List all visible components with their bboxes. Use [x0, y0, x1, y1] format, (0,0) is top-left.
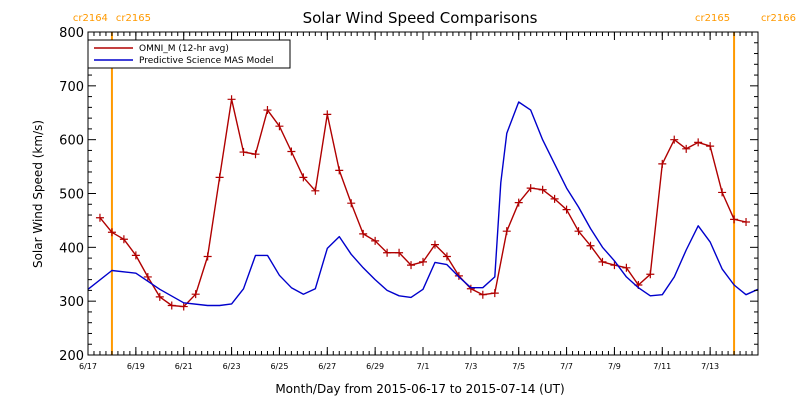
y-axis: 200 300 400 500 600 700 800 — [59, 26, 758, 364]
plot-frame — [87, 31, 759, 356]
omni-data-point — [706, 142, 715, 151]
x-tick-label: 6/17 — [79, 362, 97, 371]
chart-title: Solar Wind Speed Comparisons — [303, 9, 538, 27]
omni-data-point — [95, 213, 104, 222]
omni-data-point — [251, 150, 260, 159]
y-tick-label: 300 — [59, 295, 84, 310]
omni-data-point — [107, 228, 116, 237]
omni-data-point — [694, 138, 703, 147]
omni-data-point — [718, 188, 727, 197]
omni-data-point — [263, 106, 272, 115]
omni-data-point — [574, 227, 583, 236]
carrington-label-right: cr2165 — [116, 13, 151, 24]
omni-data-point — [562, 205, 571, 214]
omni-data-point — [670, 135, 679, 144]
x-tick-label: 6/25 — [270, 362, 288, 371]
omni-data-point — [203, 252, 212, 261]
omni-data-point — [622, 263, 631, 272]
legend-label-omni: OMNI_M (12-hr avg) — [139, 44, 229, 54]
x-axis-label: Month/Day from 2015-06-17 to 2015-07-14 … — [275, 382, 564, 396]
legend-box — [87, 39, 291, 69]
x-tick-label: 6/29 — [366, 362, 384, 371]
omni-data-point — [742, 218, 751, 227]
y-tick-label: 500 — [59, 188, 84, 203]
legend: OMNI_M (12-hr avg) Predictive Science MA… — [87, 39, 291, 69]
x-tick-label: 6/27 — [318, 362, 336, 371]
omni-data-point — [538, 185, 547, 194]
omni-data-point — [442, 252, 451, 261]
carrington-labels: cr2164 cr2165 cr2165 cr2166 — [73, 13, 796, 24]
y-tick-label: 800 — [59, 26, 84, 41]
y-tick-label: 200 — [59, 349, 84, 364]
y-tick-label: 600 — [59, 134, 84, 149]
omni-data-point — [646, 270, 655, 279]
omni-data-point — [287, 147, 296, 156]
omni-data-point — [466, 284, 475, 293]
omni-data-point — [514, 198, 523, 207]
omni-data-point — [143, 272, 152, 281]
omni-data-point — [586, 241, 595, 250]
x-tick-label: 7/1 — [417, 362, 430, 371]
omni-data-point — [454, 271, 463, 280]
x-tick-label: 6/23 — [223, 362, 241, 371]
x-tick-label: 6/19 — [127, 362, 145, 371]
x-tick-label: 7/13 — [701, 362, 719, 371]
omni-data-point — [407, 261, 416, 270]
series-layer — [87, 95, 759, 311]
omni-data-point — [730, 215, 739, 224]
omni-data-point — [275, 122, 284, 131]
omni-data-point — [598, 257, 607, 266]
omni-data-point — [335, 166, 344, 175]
omni-data-point — [323, 110, 332, 119]
y-tick-label: 700 — [59, 80, 84, 95]
omni-data-point — [227, 95, 236, 104]
omni-data-point — [550, 194, 559, 203]
x-tick-label: 6/21 — [175, 362, 193, 371]
y-axis-label: Solar Wind Speed (km/s) — [31, 120, 45, 268]
carrington-label-right: cr2166 — [761, 13, 796, 24]
carrington-label-left: cr2165 — [695, 13, 730, 24]
omni-data-point — [359, 229, 368, 238]
omni-data-point — [658, 159, 667, 168]
carrington-rotation-markers — [110, 32, 736, 355]
carrington-label-left: cr2164 — [73, 13, 108, 24]
x-tick-label: 7/5 — [512, 362, 525, 371]
omni-data-point — [311, 186, 320, 195]
omni-data-point — [347, 199, 356, 208]
omni-data-point — [419, 257, 427, 266]
x-tick-label: 7/9 — [608, 362, 621, 371]
omni-data-point — [191, 290, 200, 299]
omni-data-point — [526, 184, 535, 193]
omni-data-point — [155, 292, 164, 301]
omni-data-point — [502, 227, 511, 236]
omni-data-point — [383, 248, 392, 257]
x-axis: 6/17 6/19 6/21 6/23 6/25 6/27 6/29 7/1 7/3 7/5 7/7… — [79, 32, 759, 371]
omni-data-point — [682, 144, 691, 153]
omni-data-point — [215, 173, 224, 182]
x-tick-label: 7/7 — [560, 362, 573, 371]
omni-series-line — [99, 98, 747, 308]
x-tick-label: 7/11 — [653, 362, 671, 371]
omni-data-point — [430, 240, 439, 249]
omni-data-point — [299, 173, 308, 182]
omni-data-point — [239, 148, 248, 157]
omni-data-point — [179, 302, 188, 311]
omni-data-point — [167, 301, 176, 310]
omni-data-point — [395, 248, 404, 257]
omni-data-point — [371, 236, 380, 245]
omni-data-point — [478, 290, 487, 299]
legend-label-model: Predictive Science MAS Model — [139, 56, 274, 66]
model-series-line — [87, 101, 759, 307]
y-tick-label: 400 — [59, 241, 84, 256]
omni-data-point — [490, 289, 499, 298]
omni-data-point — [131, 251, 140, 260]
x-tick-label: 7/3 — [464, 362, 477, 371]
omni-data-point — [119, 235, 128, 244]
